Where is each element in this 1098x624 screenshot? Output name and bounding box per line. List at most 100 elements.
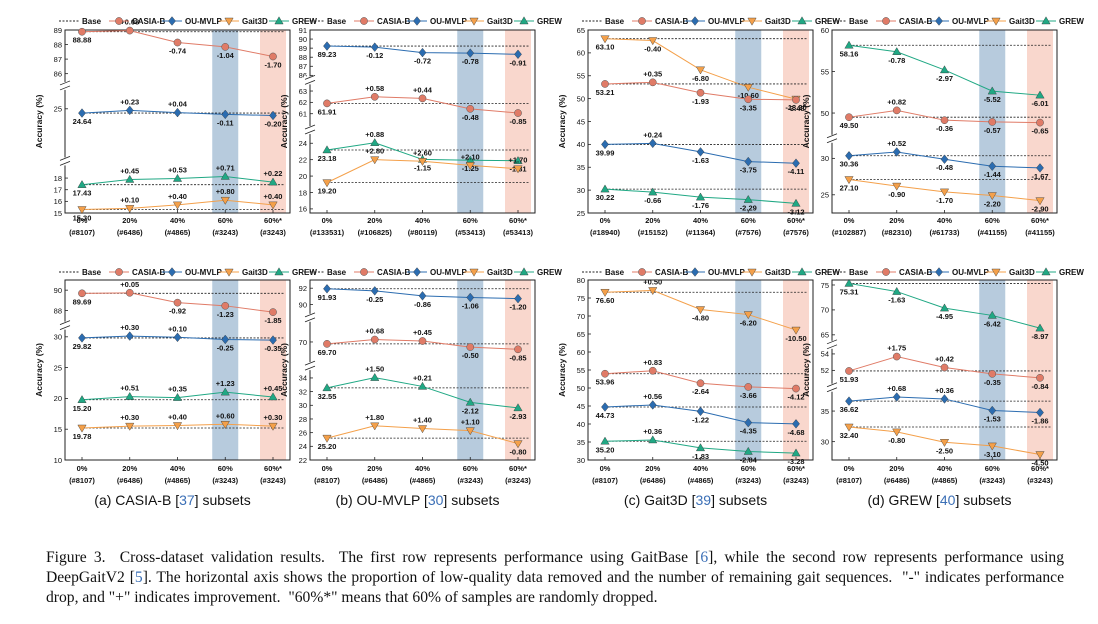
data-point-OU-MVLP	[744, 156, 753, 167]
data-label-OU-MVLP: 29.82	[73, 342, 92, 351]
data-label-OU-MVLP: -1.20	[509, 303, 526, 312]
data-label-CASIA-B: -3.48	[787, 104, 804, 113]
data-label-GREW: -2.12	[462, 406, 479, 415]
subcaption-ref[interactable]: 40	[940, 492, 956, 508]
legend-label: Gait3D	[1009, 268, 1035, 277]
data-label-OU-MVLP: +0.04	[168, 100, 188, 109]
x-tick-sublabel: (#3243)	[260, 228, 286, 237]
data-point-OU-MVLP	[269, 110, 277, 121]
subcaption-ref[interactable]: 39	[695, 492, 711, 508]
data-point-GREW	[125, 392, 135, 400]
data-label-Gait3D: -3.10	[984, 450, 1001, 459]
y-tick-label: 61	[299, 110, 307, 119]
legend-marker	[882, 268, 890, 276]
chart-legend: Base CASIA-B OU-MVLP Gait3D GREW	[59, 267, 317, 277]
subcaption-ref[interactable]: 30	[428, 492, 444, 508]
data-label-OU-MVLP: +0.36	[935, 386, 954, 395]
caption-part-2: ], while the second row represents perfo…	[46, 549, 1068, 586]
y-tick-label: 30	[821, 154, 829, 163]
x-tick-label: 60%	[218, 216, 233, 225]
subcaption-suffix: ] subsets	[443, 492, 499, 508]
data-label-GREW: +0.71	[216, 163, 235, 172]
y-axis-label: Accuracy (%)	[557, 343, 567, 397]
axis-break-mark	[826, 344, 838, 350]
subcaption-prefix: (d) GREW [	[868, 492, 940, 508]
chart-legend: Base CASIA-B OU-MVLP Gait3D GREW	[59, 16, 317, 26]
legend-marker	[1041, 267, 1051, 276]
y-tick-label: 15	[54, 425, 62, 434]
data-label-CASIA-B: -4.12	[787, 393, 804, 402]
y-tick-label: 30	[54, 333, 62, 342]
x-tick-sublabel: (#102887)	[832, 228, 867, 237]
x-tick-sublabel: (#3243)	[783, 476, 809, 485]
data-point-Gait3D	[172, 422, 183, 431]
data-point-GREW	[648, 435, 658, 444]
data-label-OU-MVLP: -3.75	[740, 166, 757, 175]
data-label-CASIA-B: +0.42	[935, 354, 954, 363]
data-label-GREW: -6.42	[984, 319, 1001, 328]
y-tick-label: 40	[577, 140, 585, 149]
x-tick-sublabel: (#53413)	[503, 228, 534, 237]
caption-ref-1[interactable]: 6	[700, 549, 709, 566]
axis-break-gap	[304, 362, 316, 371]
data-label-GREW: 15.20	[73, 404, 92, 413]
data-label-Gait3D: +2.10	[461, 152, 480, 161]
data-point-OU-MVLP	[221, 109, 230, 120]
data-label-CASIA-B: -0.50	[462, 351, 479, 360]
subcaption-ref[interactable]: 37	[179, 492, 195, 508]
data-label-Gait3D: -0.90	[888, 190, 905, 199]
legend-marker	[224, 268, 234, 277]
y-tick-label: 90	[299, 35, 307, 44]
data-label-CASIA-B: -0.48	[462, 113, 479, 122]
legend-label: OU-MVLP	[430, 268, 468, 277]
data-point-OU-MVLP	[466, 292, 475, 303]
data-point-CASIA-B	[269, 52, 277, 61]
data-label-OU-MVLP: -0.35	[264, 344, 281, 353]
x-tick-sublabel: (#3243)	[979, 476, 1005, 485]
legend-label: Gait3D	[242, 268, 268, 277]
chart-panel-1-4: 50 55 60 25 30 Accuracy (%) 0% (#102887) 20% (#82…	[801, 26, 1058, 237]
data-point-Gait3D	[465, 162, 475, 171]
y-tick-label: 89	[299, 44, 307, 53]
y-axis-label: Accuracy (%)	[279, 94, 289, 148]
axis-break-gap	[59, 321, 71, 330]
y-tick-label: 65	[821, 331, 829, 340]
data-label-CASIA-B: +1.75	[887, 344, 906, 353]
legend-label: Gait3D	[487, 268, 513, 277]
x-tick-sublabel: (#4865)	[165, 476, 191, 485]
band-60pct-random	[783, 30, 809, 213]
caption-ref-2[interactable]: 5	[134, 569, 143, 586]
y-tick-label: 15	[54, 209, 62, 218]
data-label-OU-MVLP: 44.73	[596, 411, 615, 420]
data-point-Gait3D	[648, 37, 658, 46]
data-point-CASIA-B	[892, 352, 901, 361]
y-tick-label: 60	[577, 348, 585, 357]
data-point-GREW	[892, 47, 902, 55]
data-label-Gait3D: -6.80	[692, 74, 709, 83]
data-point-OU-MVLP	[940, 154, 949, 164]
legend-marker	[168, 267, 176, 277]
legend-marker	[797, 16, 807, 25]
legend-label: OU-MVLP	[952, 17, 990, 26]
data-label-OU-MVLP: +0.68	[887, 384, 906, 393]
data-label-OU-MVLP: -0.25	[366, 295, 383, 304]
data-label-CASIA-B: 61.91	[318, 107, 337, 116]
data-label-Gait3D: 19.20	[318, 187, 337, 196]
data-label-OU-MVLP: -4.68	[787, 428, 804, 437]
data-point-GREW	[125, 174, 135, 183]
data-label-CASIA-B: -0.92	[169, 307, 186, 316]
data-label-Gait3D: -6.20	[740, 319, 757, 328]
data-point-CASIA-B	[892, 106, 901, 115]
data-label-Gait3D: +0.30	[120, 413, 139, 422]
x-tick-sublabel: (#3243)	[505, 476, 531, 485]
data-label-GREW: +0.45	[264, 384, 283, 393]
data-label-CASIA-B: 53.21	[596, 88, 615, 97]
data-label-CASIA-B: +0.82	[887, 97, 906, 106]
y-tick-label: 30	[577, 186, 585, 195]
y-tick-label: 35	[577, 163, 585, 172]
y-tick-label: 22	[299, 155, 307, 164]
axis-break-mark	[304, 312, 316, 318]
data-point-GREW	[844, 40, 854, 49]
data-label-Gait3D: 19.78	[73, 432, 92, 441]
data-label-OU-MVLP: -1.67	[1031, 172, 1048, 181]
